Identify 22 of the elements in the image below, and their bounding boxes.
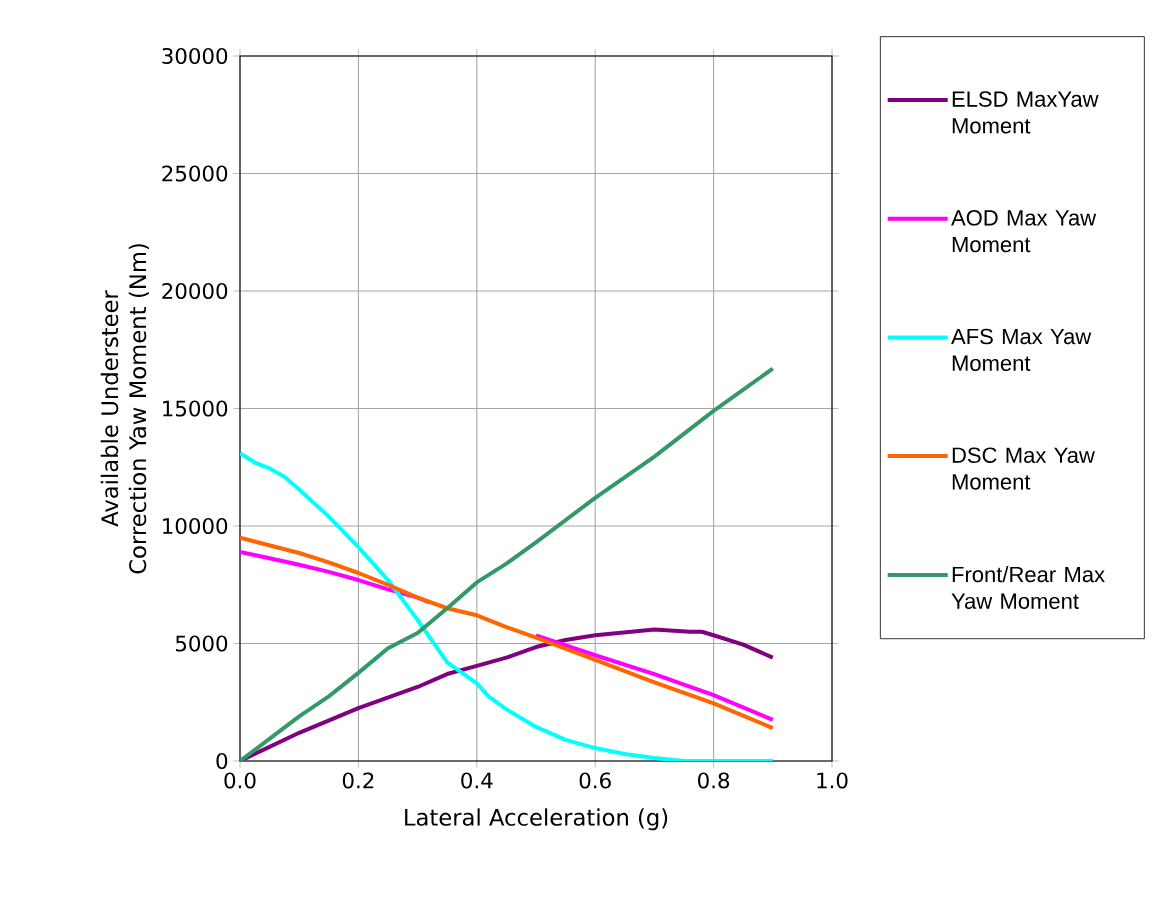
x-tick-label: 1.0	[817, 772, 848, 789]
y-tick-label: 0	[216, 752, 228, 770]
line-series	[240, 366, 775, 761]
y-tick-label: 30000	[162, 47, 228, 65]
x-tick-label: 0.6	[579, 772, 611, 789]
legend-label: AOD Max Yaw Moment	[951, 210, 1097, 253]
y-tick-label: 15000	[163, 400, 228, 417]
y-tick-label: 10000	[163, 517, 228, 535]
x-tick-label: 0.4	[461, 772, 493, 789]
legend-label: AFS Max Yaw Moment	[951, 328, 1092, 371]
y-tick-label: 5000	[175, 635, 228, 652]
legend-label: DSC Max Yaw Moment	[952, 447, 1095, 490]
x-axis-title: Lateral Acceleration (g)	[405, 808, 668, 831]
line-series	[240, 451, 775, 761]
y-axis-title: Available Understeer Correction Yaw Moment (Nm)	[100, 244, 149, 574]
legend-label: Front/Rear Max Yaw Moment	[951, 566, 1105, 609]
x-tick-label: 0.0	[224, 772, 256, 789]
y-tick-label: 20000	[162, 282, 228, 300]
x-tick-label: 0.2	[342, 772, 374, 789]
x-tick-label: 0.8	[698, 772, 730, 789]
legend-label: ELSD MaxYaw Moment	[952, 91, 1099, 134]
y-tick-label: 25000	[162, 165, 228, 182]
